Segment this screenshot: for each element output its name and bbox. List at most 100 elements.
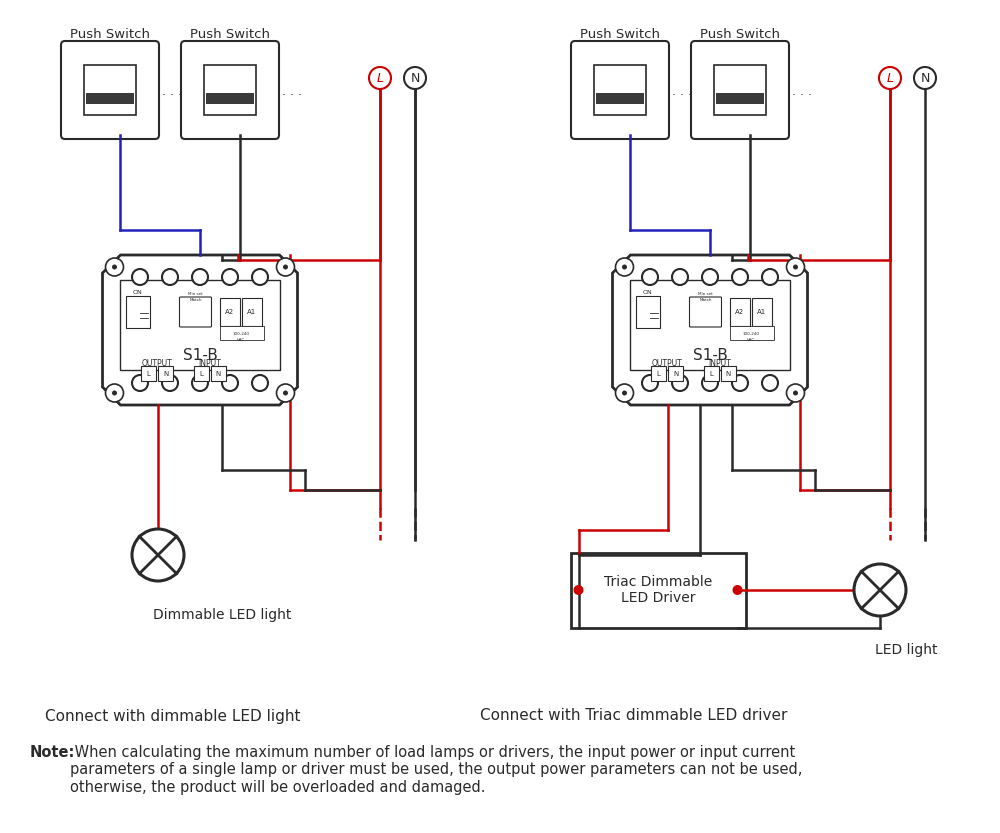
Circle shape bbox=[222, 269, 238, 285]
Circle shape bbox=[616, 258, 634, 276]
Circle shape bbox=[914, 67, 936, 89]
Polygon shape bbox=[103, 255, 298, 405]
Bar bbox=[752, 298, 772, 326]
Text: VAC: VAC bbox=[747, 338, 756, 342]
Bar bbox=[716, 93, 764, 104]
Bar bbox=[86, 93, 134, 104]
Text: N: N bbox=[163, 371, 168, 377]
Text: Note:: Note: bbox=[30, 745, 75, 760]
Text: L: L bbox=[887, 72, 894, 84]
Circle shape bbox=[622, 391, 627, 396]
Bar bbox=[704, 366, 719, 381]
Text: N: N bbox=[216, 371, 221, 377]
FancyBboxPatch shape bbox=[570, 552, 746, 627]
Circle shape bbox=[574, 585, 584, 595]
Circle shape bbox=[793, 265, 798, 270]
Bar bbox=[220, 326, 264, 340]
Bar bbox=[220, 298, 240, 326]
Bar bbox=[651, 366, 666, 381]
Circle shape bbox=[786, 384, 804, 402]
FancyBboxPatch shape bbox=[690, 297, 722, 327]
Text: L: L bbox=[657, 371, 661, 377]
Circle shape bbox=[276, 258, 294, 276]
Bar bbox=[194, 366, 209, 381]
Text: A2: A2 bbox=[225, 309, 234, 315]
Text: L: L bbox=[199, 371, 203, 377]
Text: Connect with Triac dimmable LED driver: Connect with Triac dimmable LED driver bbox=[480, 709, 787, 724]
Text: · · ·: · · · bbox=[162, 88, 182, 102]
Bar bbox=[636, 296, 660, 328]
Bar bbox=[594, 65, 646, 115]
Text: A1: A1 bbox=[757, 309, 766, 315]
Text: L: L bbox=[376, 72, 384, 84]
Text: 100-240: 100-240 bbox=[743, 332, 760, 336]
Circle shape bbox=[276, 384, 294, 402]
Circle shape bbox=[369, 67, 391, 89]
Text: VAC: VAC bbox=[237, 338, 246, 342]
FancyBboxPatch shape bbox=[571, 41, 669, 139]
Text: INPUT: INPUT bbox=[198, 358, 221, 367]
Text: N: N bbox=[410, 72, 420, 84]
Text: ON: ON bbox=[133, 290, 143, 295]
Bar bbox=[120, 280, 280, 370]
Circle shape bbox=[283, 265, 288, 270]
Text: OUTPUT: OUTPUT bbox=[652, 358, 682, 367]
Text: S1-B: S1-B bbox=[693, 347, 727, 362]
Polygon shape bbox=[612, 255, 808, 405]
Circle shape bbox=[252, 269, 268, 285]
Text: Push Switch: Push Switch bbox=[700, 27, 780, 41]
Text: · · ·: · · · bbox=[282, 88, 302, 102]
Circle shape bbox=[106, 258, 124, 276]
Text: INPUT: INPUT bbox=[708, 358, 731, 367]
Text: Match: Match bbox=[189, 298, 202, 302]
Circle shape bbox=[879, 67, 901, 89]
Circle shape bbox=[192, 269, 208, 285]
Bar bbox=[84, 65, 136, 115]
Circle shape bbox=[786, 258, 804, 276]
Text: L: L bbox=[147, 371, 151, 377]
Circle shape bbox=[192, 375, 208, 391]
Text: OUTPUT: OUTPUT bbox=[142, 358, 172, 367]
Bar bbox=[714, 65, 766, 115]
FancyBboxPatch shape bbox=[181, 41, 279, 139]
Circle shape bbox=[732, 269, 748, 285]
Circle shape bbox=[854, 564, 906, 616]
Bar bbox=[596, 93, 644, 104]
Text: LED light: LED light bbox=[875, 643, 938, 657]
Circle shape bbox=[762, 375, 778, 391]
Circle shape bbox=[132, 269, 148, 285]
Circle shape bbox=[112, 391, 117, 396]
Text: Match: Match bbox=[699, 298, 712, 302]
Text: N: N bbox=[726, 371, 731, 377]
Bar bbox=[211, 366, 226, 381]
Circle shape bbox=[732, 375, 748, 391]
FancyBboxPatch shape bbox=[61, 41, 159, 139]
Circle shape bbox=[222, 375, 238, 391]
Text: Triac Dimmable
LED Driver: Triac Dimmable LED Driver bbox=[604, 575, 712, 605]
Circle shape bbox=[622, 265, 627, 270]
Circle shape bbox=[252, 375, 268, 391]
Circle shape bbox=[762, 269, 778, 285]
Text: A1: A1 bbox=[247, 309, 256, 315]
FancyBboxPatch shape bbox=[180, 297, 212, 327]
Text: Connect with dimmable LED light: Connect with dimmable LED light bbox=[45, 709, 300, 724]
Circle shape bbox=[106, 384, 124, 402]
Circle shape bbox=[672, 269, 688, 285]
Bar bbox=[158, 366, 173, 381]
Bar bbox=[730, 298, 750, 326]
Circle shape bbox=[132, 529, 184, 581]
Circle shape bbox=[732, 585, 742, 595]
Bar bbox=[126, 296, 150, 328]
Text: S1-B: S1-B bbox=[183, 347, 217, 362]
Text: · · ·: · · · bbox=[792, 88, 812, 102]
Text: · · ·: · · · bbox=[672, 88, 692, 102]
Bar bbox=[630, 280, 790, 370]
Text: ON: ON bbox=[643, 290, 653, 295]
Text: Push Switch: Push Switch bbox=[190, 27, 270, 41]
Circle shape bbox=[616, 384, 634, 402]
Bar bbox=[668, 366, 683, 381]
Text: Push Switch: Push Switch bbox=[70, 27, 150, 41]
Text: L: L bbox=[709, 371, 713, 377]
Circle shape bbox=[702, 269, 718, 285]
Text: N: N bbox=[920, 72, 930, 84]
